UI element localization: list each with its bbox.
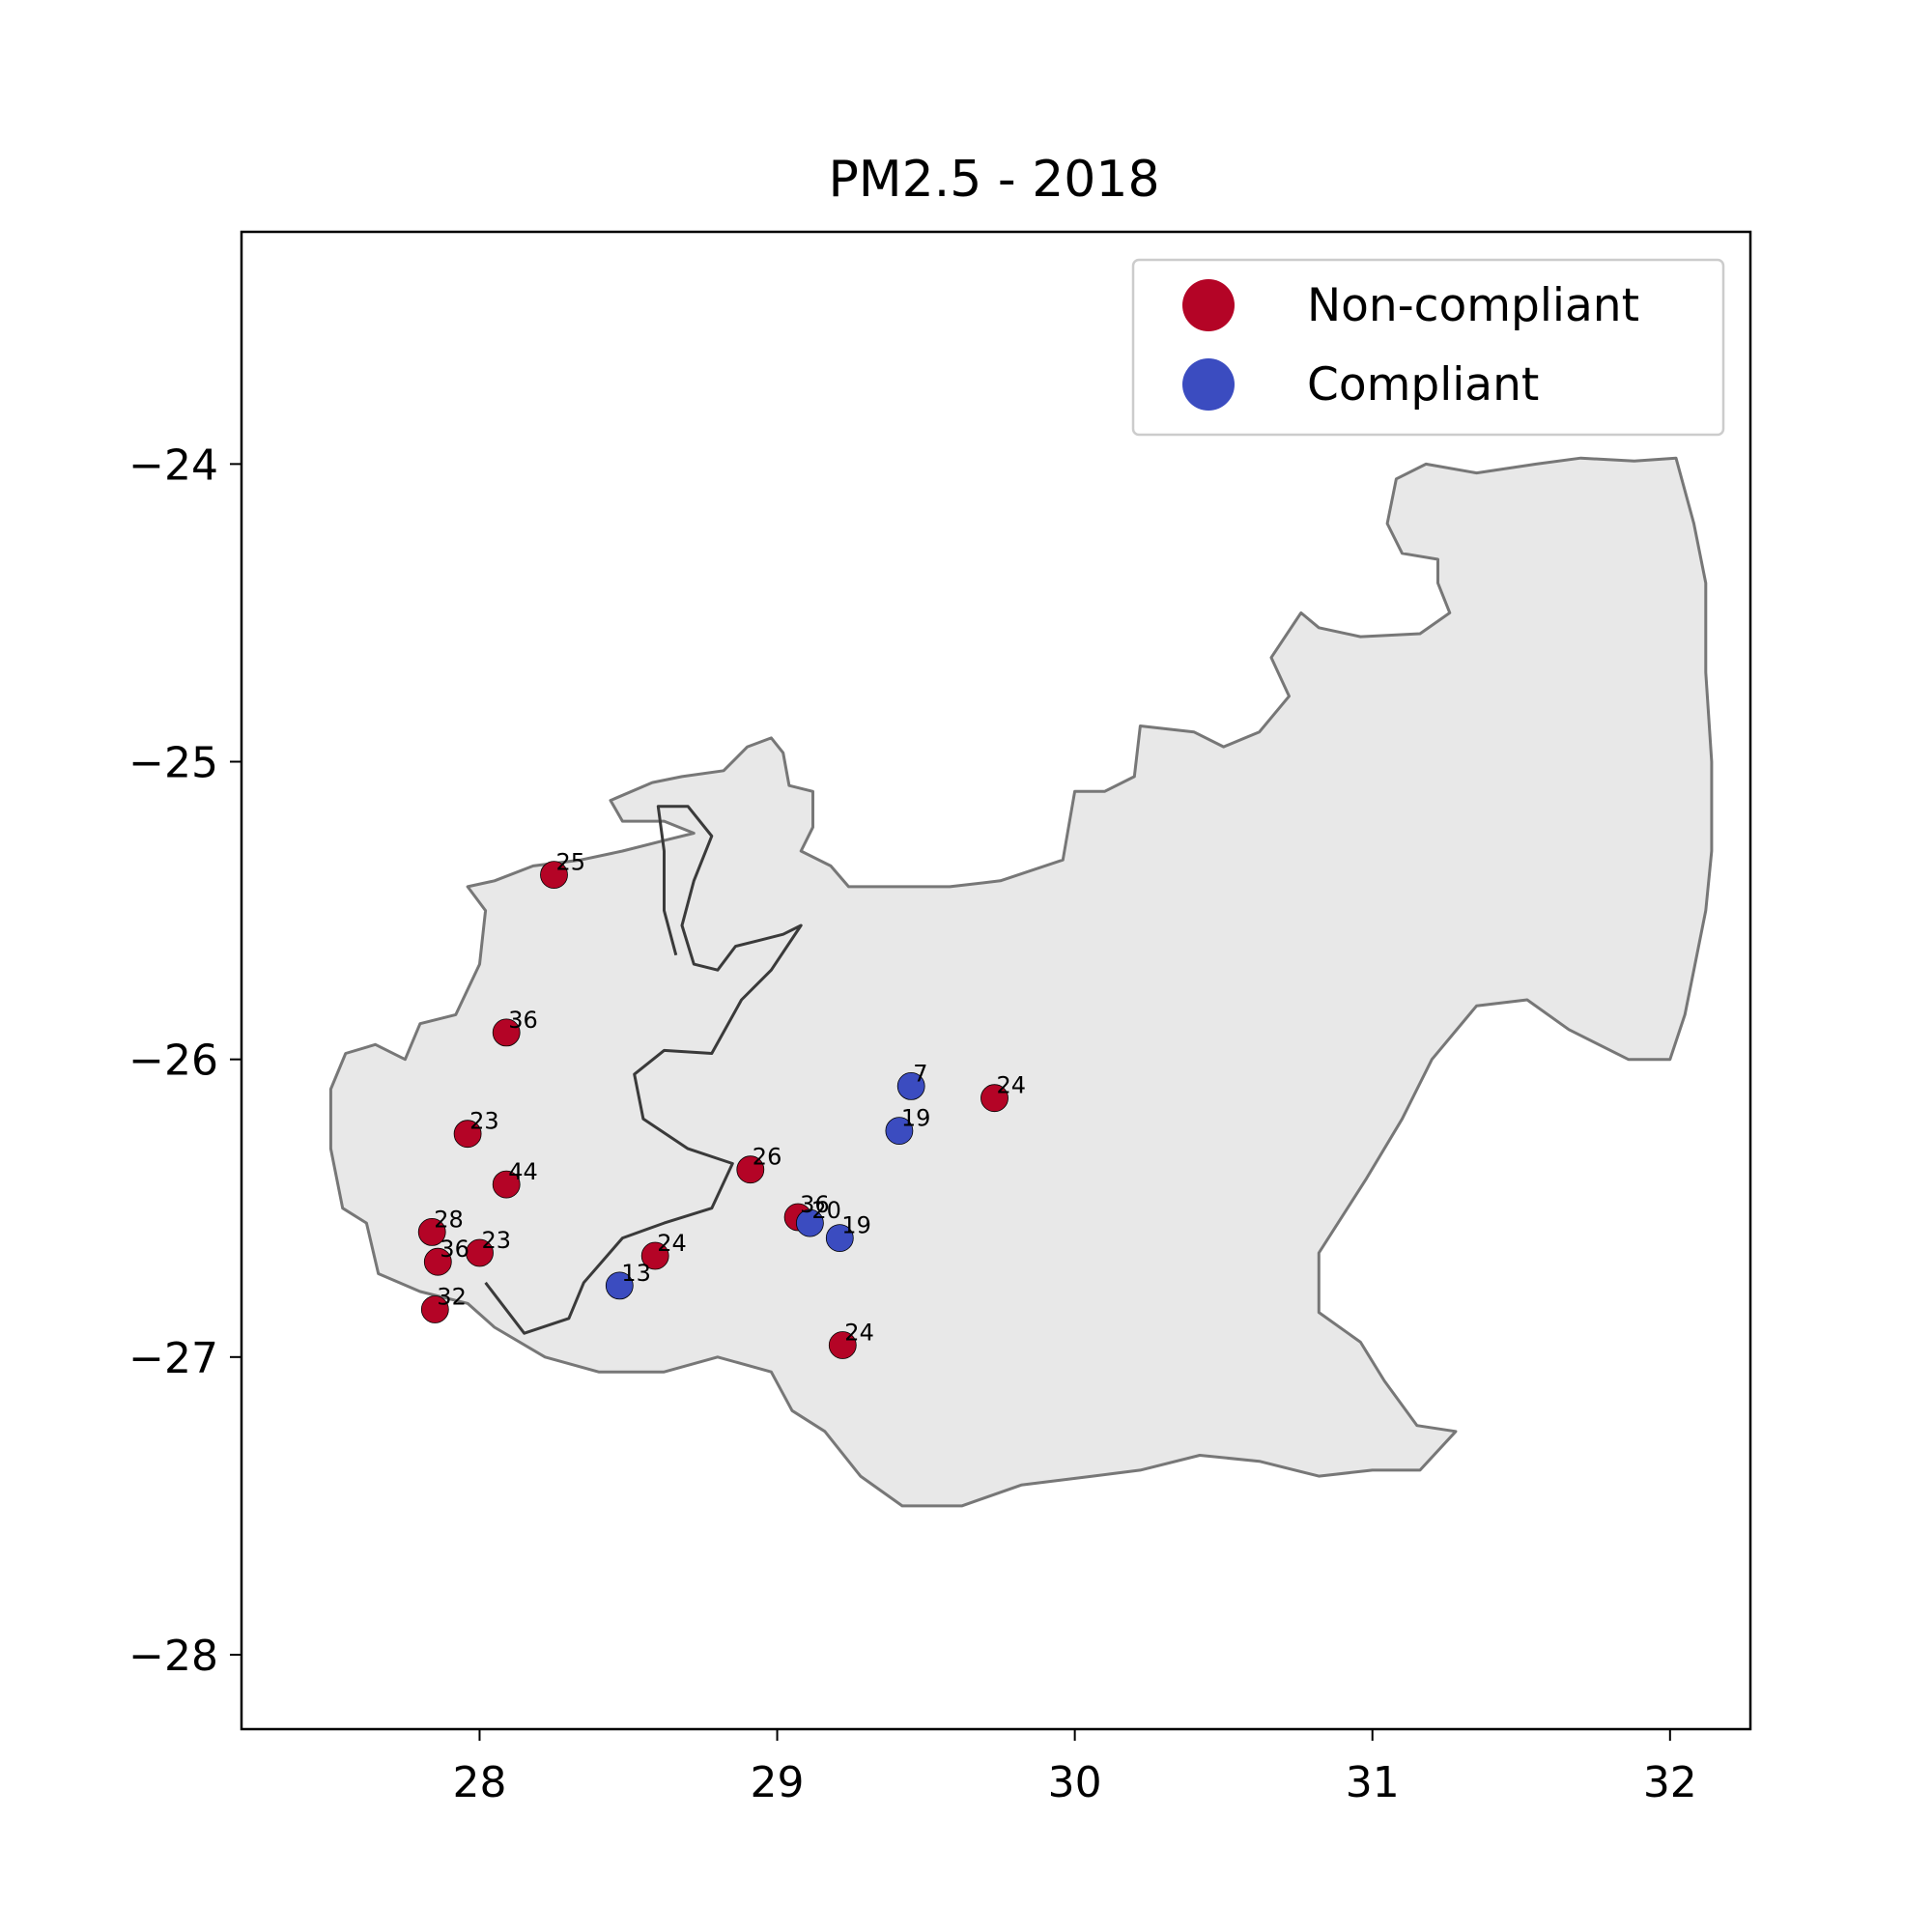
chart-title: PM2.5 - 2018 [828,151,1159,209]
site-value-label: 20 [811,1197,841,1224]
monitoring-site-point [885,1117,914,1145]
plot-frame [240,230,1752,1731]
legend-frame [1131,258,1725,437]
y-tick-label: −27 [128,1334,218,1383]
monitoring-site-point [736,1155,765,1184]
x-tick-label: 28 [452,1758,506,1807]
monitoring-site-point [492,1018,521,1047]
site-value-label: 7 [913,1060,927,1087]
region-layer [328,456,1714,1508]
monitoring-site-point [896,1072,925,1100]
monitoring-site-point [492,1170,521,1199]
site-value-label: 25 [556,849,586,876]
y-tick-label: −24 [128,440,218,490]
monitoring-site-point [540,861,568,889]
monitoring-site-point [980,1084,1009,1113]
legend-label-non-compliant: Non-compliant [1307,279,1639,332]
monitoring-site-point [605,1271,634,1300]
monitoring-site-point [825,1224,854,1252]
monitoring-site-point [417,1218,446,1246]
x-tick-label: 31 [1346,1758,1400,1807]
x-tick-label: 32 [1643,1758,1697,1807]
region-inner-boundary [484,805,803,1335]
site-value-label: 19 [901,1105,931,1132]
site-value-label: 44 [508,1158,538,1185]
site-value-label: 28 [434,1206,464,1233]
y-tick-label: −28 [128,1632,218,1681]
site-value-label: 26 [753,1144,782,1171]
monitoring-site-point [796,1208,824,1237]
site-value-label: 23 [482,1227,512,1254]
legend-marker-compliant [1182,358,1235,411]
monitoring-site-point [466,1238,494,1267]
site-value-label: 36 [508,1007,538,1034]
site-value-label: 36 [800,1191,830,1218]
site-value-label: 24 [997,1072,1027,1099]
x-axis: 28 29 30 31 32 [452,1729,1697,1807]
y-tick-label: −26 [128,1037,218,1086]
legend: Non-compliant Compliant [1131,258,1725,437]
legend-marker-non-compliant [1182,279,1235,331]
site-value-label: 36 [440,1236,469,1263]
site-value-label: 32 [437,1284,467,1311]
site-value-label: 24 [657,1230,687,1257]
monitoring-site-point [453,1120,482,1149]
site-value-label: 19 [841,1212,871,1239]
site-value-label: 23 [469,1108,499,1135]
monitoring-site-point [640,1241,669,1270]
legend-label-compliant: Compliant [1307,358,1539,412]
points-layer [417,861,1009,1359]
x-tick-label: 29 [751,1758,805,1807]
monitoring-site-point [423,1247,452,1276]
site-value-label: 13 [621,1260,651,1287]
site-value-label: 24 [844,1320,874,1347]
monitoring-site-point [828,1331,857,1359]
x-tick-label: 30 [1048,1758,1102,1807]
y-axis: −24 −25 −26 −27 −28 [128,440,242,1681]
region-outline [328,456,1714,1508]
y-tick-label: −25 [128,739,218,788]
monitoring-site-point [420,1295,449,1323]
